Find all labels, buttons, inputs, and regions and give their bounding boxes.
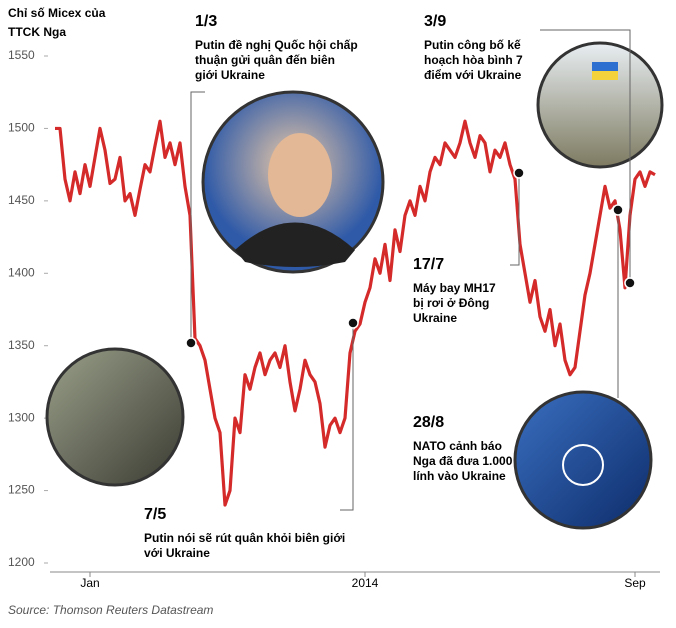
y-tick-label: 1450	[8, 193, 35, 207]
event-dot	[185, 337, 197, 349]
plot: 1200 1250 1300 1350 1400 1450 1500 1550 Jan 2014 S…	[8, 48, 660, 590]
event-text: Putin nói sẽ rút quân khỏi biên giới	[144, 531, 345, 545]
source: Source: Thomson Reuters Datastream	[8, 603, 213, 617]
y-tick-label: 1350	[8, 338, 35, 352]
photo-soldiers	[45, 347, 185, 487]
leader-line	[540, 29, 631, 283]
event-date: 1/3	[195, 13, 217, 30]
event-text: điểm với Ukraine	[424, 68, 522, 82]
event-text: giới Ukraine	[195, 68, 265, 82]
y-tick-label: 1400	[8, 265, 35, 279]
event-text: thuận gửi quân đến biên	[195, 53, 335, 67]
event-text: với Ukraine	[144, 546, 210, 560]
photo-tank	[536, 41, 664, 169]
event-date: 7/5	[144, 506, 166, 523]
title-line: Chỉ số Micex của	[8, 6, 106, 20]
photo-nato	[513, 390, 653, 530]
y-tick-label: 1550	[8, 48, 35, 62]
event-date: 28/8	[413, 414, 444, 431]
event-date: 17/7	[413, 256, 444, 273]
x-tick-label: Sep	[624, 576, 646, 590]
event-text: lính vào Ukraine	[413, 469, 506, 483]
event-text: Nga đã đưa 1.000	[413, 454, 513, 468]
leader-line	[190, 91, 205, 343]
event-date: 3/9	[424, 13, 446, 30]
flag-yellow	[592, 71, 618, 80]
suit	[235, 222, 355, 267]
event-dot	[513, 167, 525, 179]
event-text: Ukraine	[413, 311, 457, 325]
nato-logo	[562, 444, 604, 486]
x-tick-label: 2014	[352, 576, 379, 590]
event-text: NATO cảnh báo	[413, 439, 502, 453]
flag-blue	[592, 62, 618, 71]
event-text: Putin đề nghị Quốc hội chấp	[195, 38, 358, 52]
event-text: Putin công bố kế	[424, 38, 521, 52]
y-tick-label: 1250	[8, 483, 35, 497]
leader-line	[510, 173, 520, 266]
event-dot	[347, 317, 359, 329]
event-text: hoạch hòa bình 7	[424, 53, 523, 67]
photos	[45, 41, 664, 530]
event-text: bị rơi ở Đông	[413, 296, 489, 310]
title-line: TTCK Nga	[8, 25, 66, 39]
line-series	[55, 119, 656, 507]
event-text: Máy bay MH17	[413, 281, 496, 295]
event-dot	[612, 204, 624, 216]
x-tick-label: Jan	[80, 576, 99, 590]
face	[268, 133, 332, 217]
event-dot	[624, 277, 636, 289]
y-tick-label: 1300	[8, 410, 35, 424]
leader-line	[340, 323, 354, 511]
y-tick-label: 1500	[8, 121, 35, 135]
y-tick-label: 1200	[8, 555, 35, 569]
